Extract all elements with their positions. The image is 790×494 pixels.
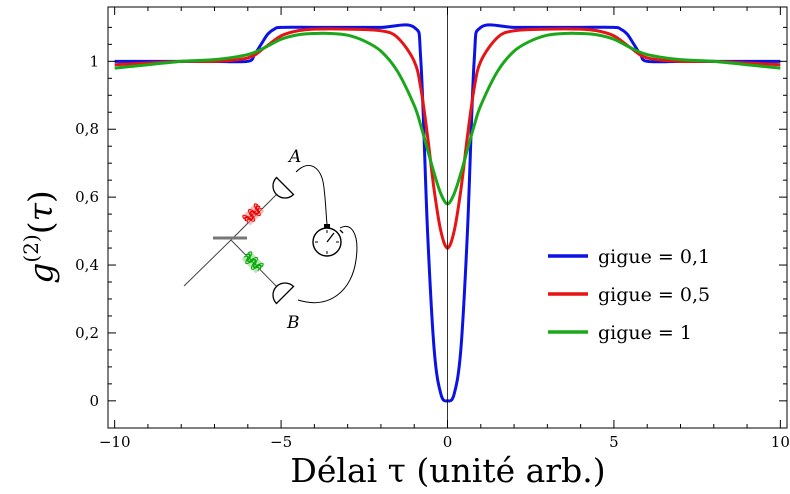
y-tick-label: 0,6 xyxy=(75,188,99,206)
red-wave-packet xyxy=(241,202,265,226)
y-tick-label: 0,8 xyxy=(75,120,99,138)
legend-label-1: gigue = 0,1 xyxy=(598,246,710,268)
svg-text:g(2)(τ): g(2)(τ) xyxy=(19,190,60,283)
cable-a xyxy=(295,165,328,225)
x-tick-label: −10 xyxy=(99,433,131,451)
x-tick-label: −5 xyxy=(270,433,292,451)
y-tick-label: 1 xyxy=(89,52,99,70)
ticks-layer: −10 −5 0 5 10 0 0,2 0,4 0,6 0,8 1 xyxy=(75,7,790,451)
y-tick-label: 0,2 xyxy=(75,324,99,342)
stopwatch-icon xyxy=(312,224,344,257)
detector-a-icon xyxy=(272,176,295,199)
detector-b-label: B xyxy=(286,313,300,333)
x-tick-label: 5 xyxy=(609,433,619,451)
x-tick-label: 10 xyxy=(771,433,790,451)
x-tick-label: 0 xyxy=(443,433,453,451)
y-tick-label: 0 xyxy=(89,392,99,410)
setup-inset: A B xyxy=(183,147,358,333)
legend: gigue = 0,1 gigue = 0,5 gigue = 1 xyxy=(548,246,710,344)
y-tick-label: 0,4 xyxy=(75,256,99,274)
detector-a-label: A xyxy=(287,147,301,167)
legend-label-3: gigue = 1 xyxy=(598,322,692,344)
x-axis-label: Délai τ (unité arb.) xyxy=(290,451,605,490)
legend-label-2: gigue = 0,5 xyxy=(598,284,710,306)
green-wave-packet xyxy=(241,250,265,274)
cable-b xyxy=(297,226,358,304)
detector-b-icon xyxy=(272,282,295,305)
y-axis-label: g(2)(τ) xyxy=(19,190,60,283)
input-beam xyxy=(183,239,232,287)
